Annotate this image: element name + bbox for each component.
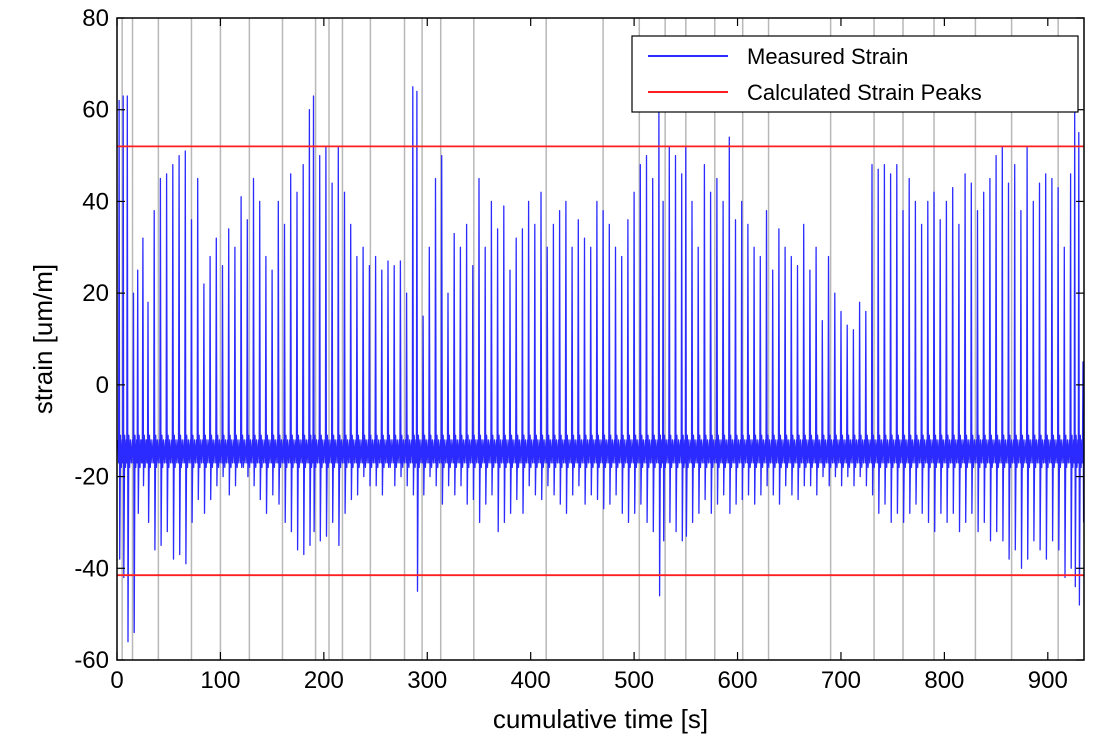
legend-box	[631, 35, 1079, 113]
y-tick-label-80: 80	[82, 5, 109, 32]
series-measured-strain	[117, 86, 1085, 643]
y-tick-label-60: 60	[82, 97, 109, 124]
y-tick-label--20: -20	[74, 464, 109, 491]
x-tick-label-800: 800	[924, 667, 964, 694]
legend-label-calculated-strain-peaks: Calculated Strain Peaks	[747, 80, 982, 105]
y-tick-label-0: 0	[96, 372, 109, 399]
plot-frame	[116, 17, 1085, 661]
x-tick-label-400: 400	[511, 667, 551, 694]
ticks: 0 100 200 300 400 500 600 700 800 900 -60 -40 -20 0 20…	[74, 5, 1084, 694]
x-tick-label-500: 500	[614, 667, 654, 694]
vertical-markers	[121, 18, 1059, 660]
legend-label-measured-strain: Measured Strain	[747, 44, 908, 69]
y-tick-label--60: -60	[74, 647, 109, 674]
peak-lines	[117, 145, 1084, 577]
y-axis-title: strain [um/m]	[28, 264, 58, 414]
x-tick-label-100: 100	[200, 667, 240, 694]
y-tick-label-20: 20	[82, 280, 109, 307]
y-tick-label-40: 40	[82, 188, 109, 215]
x-tick-label-0: 0	[110, 667, 123, 694]
x-tick-label-300: 300	[407, 667, 447, 694]
x-tick-label-900: 900	[1028, 667, 1068, 694]
x-tick-label-200: 200	[304, 667, 344, 694]
x-tick-label-600: 600	[718, 667, 758, 694]
x-axis-title: cumulative time [s]	[493, 704, 708, 734]
plot-lines	[117, 86, 1085, 643]
y-tick-label--40: -40	[74, 555, 109, 582]
x-tick-label-700: 700	[821, 667, 861, 694]
legend: Measured Strain Calculated Strain Peaks	[631, 35, 1079, 113]
